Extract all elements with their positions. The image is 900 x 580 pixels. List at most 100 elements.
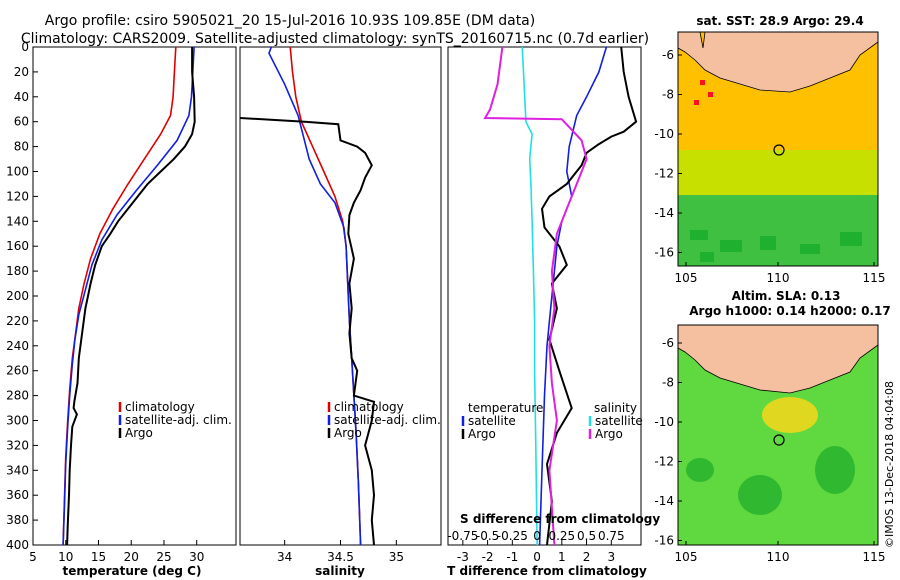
depth-ytick-label: 100 bbox=[6, 165, 29, 179]
sla-map-ytick-label: -8 bbox=[662, 376, 674, 390]
depth-ytick-label: 20 bbox=[14, 65, 29, 79]
sst-map-xtick-label: 115 bbox=[863, 271, 886, 285]
imos-credit: ©IMOS 13-Dec-2018 04:04:08 bbox=[883, 381, 896, 548]
difference-panel-series-s-argo bbox=[483, 47, 588, 545]
sst-map-title: sat. SST: 28.9 Argo: 29.4 bbox=[696, 14, 863, 28]
depth-ytick-label: 220 bbox=[6, 314, 29, 328]
sst-map-ytick-label: -6 bbox=[662, 48, 674, 62]
depth-ytick-label: 120 bbox=[6, 189, 29, 203]
sla-map-ytick-label: -16 bbox=[654, 534, 674, 548]
legend-label: Argo bbox=[468, 427, 496, 441]
s-difference-tick-label: 0.5 bbox=[577, 529, 596, 543]
sst-map-ytick-label: -10 bbox=[654, 127, 674, 141]
difference-panel-series-t-argo bbox=[540, 47, 638, 545]
sla-high-anomaly bbox=[762, 397, 818, 433]
sla-map-ytick-label: -10 bbox=[654, 415, 674, 429]
salinity-panel-series-argo bbox=[240, 117, 376, 545]
temperature-panel-series-argo bbox=[66, 47, 196, 545]
sla-map-ytick-label: -12 bbox=[654, 455, 674, 469]
sla-map-title-line2: Argo h1000: 0.14 h2000: 0.17 bbox=[689, 304, 890, 318]
temperature-panel-xtick-label: 30 bbox=[189, 550, 204, 564]
sst-map-ytick-label: -12 bbox=[654, 167, 674, 181]
s-difference-tick-label: 0.75 bbox=[598, 529, 625, 543]
sst-map-xtick-label: 110 bbox=[767, 271, 790, 285]
legend-label: Argo bbox=[595, 427, 623, 441]
depth-ytick-label: 380 bbox=[6, 513, 29, 527]
depth-ytick-label: 40 bbox=[14, 90, 29, 104]
difference-panel-xtick-label: 0 bbox=[533, 550, 541, 564]
temperature-panel-xtick-label: 25 bbox=[156, 550, 171, 564]
sst-map-xtick-label: 105 bbox=[675, 271, 698, 285]
salinity-panel-series-satellite-adj-clim- bbox=[268, 47, 362, 545]
salinity-panel-xtick-label: 35 bbox=[389, 550, 404, 564]
s-difference-tick-label: 0 bbox=[533, 529, 541, 543]
difference-panel-xtick-label: -2 bbox=[482, 550, 494, 564]
sla-low-patch-1 bbox=[815, 446, 855, 494]
depth-ytick-label: 140 bbox=[6, 214, 29, 228]
difference-panel-xtick-label: 1 bbox=[558, 550, 566, 564]
legend-label: satellite-adj. clim. bbox=[334, 413, 441, 427]
salinity-panel-xtick-label: 34 bbox=[277, 550, 292, 564]
depth-ytick-label: 0 bbox=[21, 40, 29, 54]
depth-ytick-label: 340 bbox=[6, 463, 29, 477]
temperature-panel: 0 20 40 60 80 100 120 140 160 180 200 220 240 260 280 3… bbox=[6, 40, 237, 578]
depth-ytick-label: 360 bbox=[6, 488, 29, 502]
sla-low-patch-2 bbox=[738, 475, 782, 515]
sla-map-xtick-label: 115 bbox=[863, 550, 886, 564]
sla-map-title-line1: Altim. SLA: 0.13 bbox=[732, 289, 841, 303]
sst-green-patches bbox=[690, 230, 862, 262]
s-difference-tick-label: -0.5 bbox=[476, 529, 499, 543]
depth-ytick-label: 260 bbox=[6, 364, 29, 378]
difference-panel: -3 -2 -1 0 1 2 3 temperature salinitysatelliteA… bbox=[447, 46, 660, 578]
sla-java-land bbox=[677, 324, 879, 394]
depth-ytick-label: 400 bbox=[6, 538, 29, 552]
sla-argo-location-marker bbox=[773, 434, 785, 446]
figure-title-line1: Argo profile: csiro 5905021_20 15-Jul-20… bbox=[45, 13, 535, 29]
legend-label: satellite bbox=[468, 414, 516, 428]
depth-ytick-label: 280 bbox=[6, 389, 29, 403]
legend-label: satellite-adj. clim. bbox=[125, 413, 232, 427]
sst-map-ytick-label: -14 bbox=[654, 206, 674, 220]
salinity-panel-xtick-label: 34.5 bbox=[327, 550, 354, 564]
temperature-panel-series-climatology bbox=[62, 47, 177, 545]
figure-title-line2: Climatology: CARS2009. Satellite-adjuste… bbox=[21, 31, 649, 47]
s-difference-tick-label: -0.75 bbox=[447, 529, 478, 543]
temperature-panel-xtick-label: 15 bbox=[91, 550, 106, 564]
sla-map: Altim. SLA: 0.13 Argo h1000: 0.14 h2000:… bbox=[654, 289, 890, 564]
salinity-xlabel: salinity bbox=[315, 564, 365, 578]
s-difference-tick-label: 0.25 bbox=[548, 529, 575, 543]
difference-panel-series-s-satellite bbox=[521, 47, 538, 545]
sst-argo-location-marker bbox=[773, 144, 785, 156]
difference-panel-xtick-label: -3 bbox=[457, 550, 469, 564]
legend-label: Argo bbox=[125, 426, 153, 440]
sla-map-xtick-label: 110 bbox=[767, 550, 790, 564]
depth-ytick-label: 300 bbox=[6, 414, 29, 428]
legend-salinity-title: salinity bbox=[594, 401, 637, 415]
legend-temperature-title: temperature bbox=[468, 401, 543, 415]
legend-label: climatology bbox=[334, 400, 404, 414]
difference-panel-xtick-label: 2 bbox=[583, 550, 591, 564]
s-difference-label: S difference from climatology bbox=[460, 512, 660, 526]
temperature-panel-xtick-label: 5 bbox=[29, 550, 37, 564]
legend-label: climatology bbox=[125, 400, 195, 414]
depth-ytick-label: 80 bbox=[14, 140, 29, 154]
temperature-panel-series-satellite-adj-clim- bbox=[62, 47, 195, 545]
sst-map-ytick-label: -8 bbox=[662, 88, 674, 102]
depth-ytick-label: 240 bbox=[6, 339, 29, 353]
sst-map-ytick-label: -16 bbox=[654, 246, 674, 260]
temperature-xlabel: temperature (deg C) bbox=[63, 564, 202, 578]
depth-ytick-label: 160 bbox=[6, 239, 29, 253]
depth-ytick-label: 180 bbox=[6, 264, 29, 278]
temperature-panel-xtick-label: 10 bbox=[58, 550, 73, 564]
legend-label: Argo bbox=[334, 426, 362, 440]
sla-map-xtick-label: 105 bbox=[675, 550, 698, 564]
depth-ytick-label: 200 bbox=[6, 289, 29, 303]
t-difference-xlabel: T difference from climatology bbox=[447, 564, 647, 578]
s-difference-tick-label: -0.25 bbox=[497, 529, 528, 543]
sla-map-ytick-label: -14 bbox=[654, 494, 674, 508]
difference-panel-xtick-label: 3 bbox=[607, 550, 615, 564]
temperature-panel-xtick-label: 20 bbox=[124, 550, 139, 564]
sst-map: sat. SST: 28.9 Argo: 29.4 105 110 115 -6 -8 -… bbox=[654, 14, 885, 285]
